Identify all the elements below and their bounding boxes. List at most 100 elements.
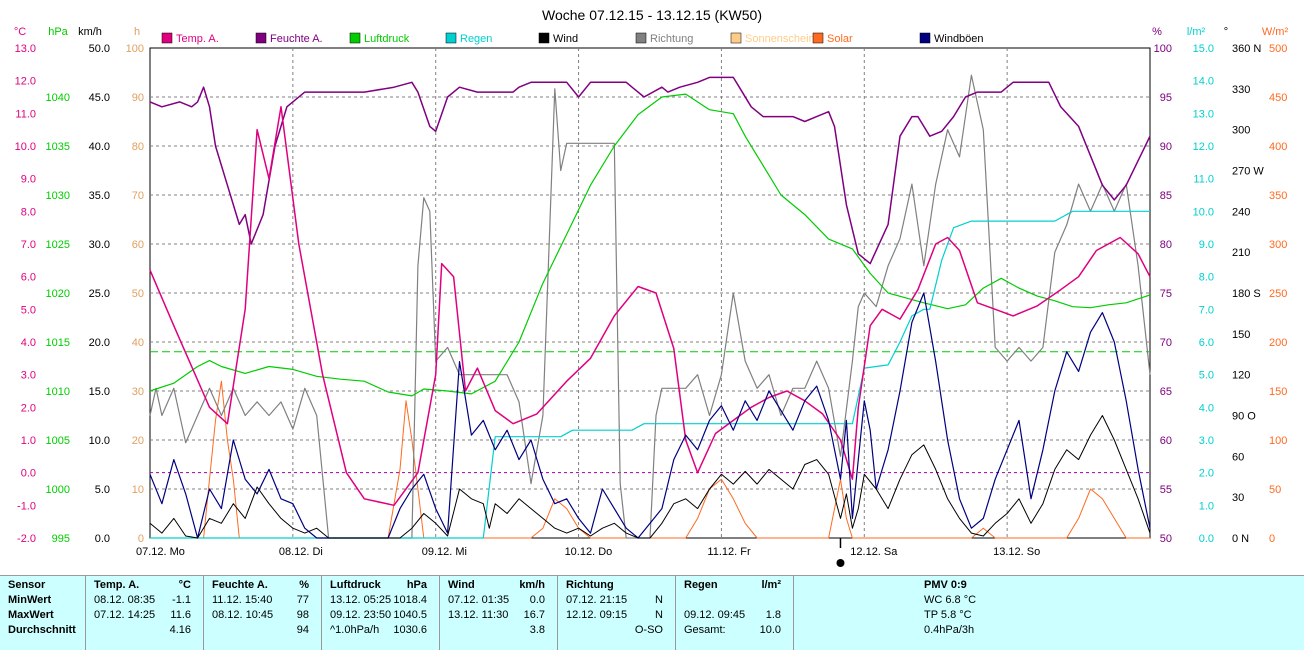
rain-axis-tick: 10.0 <box>1193 206 1214 218</box>
legend-label: Sonnenschein <box>745 33 815 45</box>
rain-axis-tick: 3.0 <box>1199 435 1214 447</box>
direction-series <box>149 74 1151 539</box>
legend-item-direction: Richtung <box>635 32 693 45</box>
solar-axis-tick: 300 <box>1269 239 1287 251</box>
direction-axis-tick: 90 O <box>1232 411 1256 423</box>
stats-humidity-time: 11.12. 15:40 <box>212 594 273 606</box>
x-axis-label: 07.12. Mo <box>136 546 185 558</box>
rain-axis-tick: 9.0 <box>1199 239 1214 251</box>
wind-axis-tick: 35.0 <box>89 190 110 202</box>
stats-humidity-header: Feuchte A. <box>212 579 268 591</box>
chart-axes: 13.0 12.0 11.0 10.0 9.0 8.0 7.0 6.0 5.0 4.0 3.0 2.0… <box>14 26 1289 545</box>
stats-rain-time: 09.12. 09:45 <box>684 609 746 621</box>
x-axis-label: 08.12. Di <box>279 546 323 558</box>
rain-axis-tick: 8.0 <box>1199 272 1214 284</box>
legend-item-solar: Solar <box>812 32 853 45</box>
stats-pressure-value: 1040.5 <box>393 609 427 621</box>
sun-axis-tick: 90 <box>132 92 144 104</box>
stats-direction-time: 12.12. 09:15 <box>566 609 628 621</box>
direction-axis-tick: 330 <box>1232 84 1250 96</box>
stats-wind-value: 16.7 <box>523 609 545 621</box>
direction-axis-tick: 0 N <box>1232 533 1249 545</box>
rain-axis-tick: 11.0 <box>1193 174 1214 186</box>
solar-axis-tick: 50 <box>1269 484 1281 496</box>
stats-pressure-value: 1018.4 <box>393 594 427 606</box>
chart-series <box>149 74 1151 539</box>
current-time-marker <box>836 538 845 567</box>
direction-axis-tick: 120 <box>1232 370 1250 382</box>
legend-item-gusts: Windböen <box>919 32 984 45</box>
rain-axis-tick: 0.0 <box>1199 533 1214 545</box>
stats-pressure-time: 09.12. 23:50 <box>330 609 392 621</box>
stats-pressure-column: Luftdruck hPa 13.12. 05:25 1018.4 09.12. 23:… <box>322 576 440 650</box>
legend-label: Temp. A. <box>176 33 219 45</box>
stats-pressure-time: ^1.0hPa/h <box>330 624 380 636</box>
legend-item-pressure: Luftdruck <box>349 32 410 45</box>
temp-axis-tick: 4.0 <box>21 337 36 349</box>
humidity-axis-tick: 75 <box>1160 288 1172 300</box>
stats-wind-column: Wind km/h 07.12. 01:35 0.0 13.12. 11:30 16.7 3… <box>440 576 558 650</box>
pressure-axis-tick: 1010 <box>46 386 70 398</box>
chart-legend: Temp. A. Feuchte A. Luftdruck Regen Wind Rich… <box>161 32 984 45</box>
legend-swatch <box>919 32 931 44</box>
direction-axis-tick: 210 <box>1232 247 1250 259</box>
solar-axis-tick: 100 <box>1269 435 1287 447</box>
stats-humidity-column: Feuchte A.% 11.12. 15:40 77 08.12. 10:45 98 9… <box>204 576 322 650</box>
temp-axis-tick: -1.0 <box>17 500 36 512</box>
stats-wind-time: 13.12. 11:30 <box>448 609 509 621</box>
sun-axis-tick: 20 <box>132 435 144 447</box>
direction-axis-tick: 30 <box>1232 492 1244 504</box>
stats-pressure-time: 13.12. 05:25 <box>330 594 392 606</box>
stats-direction-time: 07.12. 21:15 <box>566 594 628 606</box>
rain-axis-tick: 2.0 <box>1199 468 1214 480</box>
sun-axis-tick: 80 <box>132 141 144 153</box>
stats-rain-time: Gesamt: <box>684 624 726 636</box>
stats-direction-value: N <box>655 594 663 606</box>
temp-axis-tick: 2.0 <box>21 402 36 414</box>
axis-unit: °C <box>14 26 26 38</box>
humidity-series <box>149 76 1151 265</box>
axis-unit: l/m² <box>1187 26 1206 38</box>
humidity-axis-tick: 95 <box>1160 92 1172 104</box>
wind-axis-tick: 0.0 <box>95 533 110 545</box>
stats-wind-header: Wind <box>448 579 475 591</box>
stats-rain-value: 1.8 <box>765 609 781 621</box>
stats-wind-value: 3.8 <box>529 624 545 636</box>
stats-rain-column: Regen l/m² 09.12. 09:45 1.8 Gesamt: 10.0 <box>676 576 794 650</box>
direction-axis-tick: 270 W <box>1232 166 1264 178</box>
rain-axis-tick: 7.0 <box>1199 304 1214 316</box>
statistics-panel: Sensor MinWert MaxWert Durchschnitt Temp… <box>0 575 1304 650</box>
legend-swatch <box>635 32 647 44</box>
sun-axis-tick: 10 <box>132 484 144 496</box>
x-axis-label: 10.12. Do <box>565 546 613 558</box>
x-axis-label: 09.12. Mi <box>422 546 467 558</box>
legend-swatch <box>538 32 550 44</box>
rain-axis-tick: 4.0 <box>1199 402 1214 414</box>
temp-axis-tick: 6.0 <box>21 272 36 284</box>
stats-humidity-value: 94 <box>296 624 309 636</box>
wind-series <box>149 415 1151 539</box>
humidity-axis-tick: 85 <box>1160 190 1172 202</box>
wind-axis-tick: 40.0 <box>89 141 110 153</box>
stats-pmv-trend: 0.4hPa/3h <box>924 624 975 636</box>
wind-axis-tick: 10.0 <box>89 435 110 447</box>
axis-unit: km/h <box>78 26 102 38</box>
axis-unit: h <box>134 26 140 38</box>
rain-axis-tick: 14.0 <box>1193 76 1214 88</box>
weather-chart: Woche 07.12.15 - 13.12.15 (KW50) Temp. A… <box>14 7 1289 567</box>
pressure-axis-tick: 1035 <box>46 141 70 153</box>
sun-axis-tick: 50 <box>132 288 144 300</box>
stats-temp-value: 4.16 <box>169 624 191 636</box>
temp-axis-tick: 13.0 <box>15 43 36 55</box>
wind-axis-tick: 30.0 <box>89 239 110 251</box>
stats-pmv-wc: WC 6.8 °C <box>924 594 977 606</box>
legend-swatch <box>161 32 173 44</box>
stats-pressure-header: Luftdruck <box>330 579 381 591</box>
sun-axis-tick: 100 <box>126 43 144 55</box>
temp-axis-tick: -2.0 <box>17 533 36 545</box>
stats-temp-value: -1.1 <box>172 594 191 606</box>
pressure-axis-tick: 995 <box>52 533 70 545</box>
temp-series <box>149 106 1151 507</box>
legend-item-rain: Regen <box>445 32 492 45</box>
pressure-axis-tick: 1025 <box>46 239 70 251</box>
